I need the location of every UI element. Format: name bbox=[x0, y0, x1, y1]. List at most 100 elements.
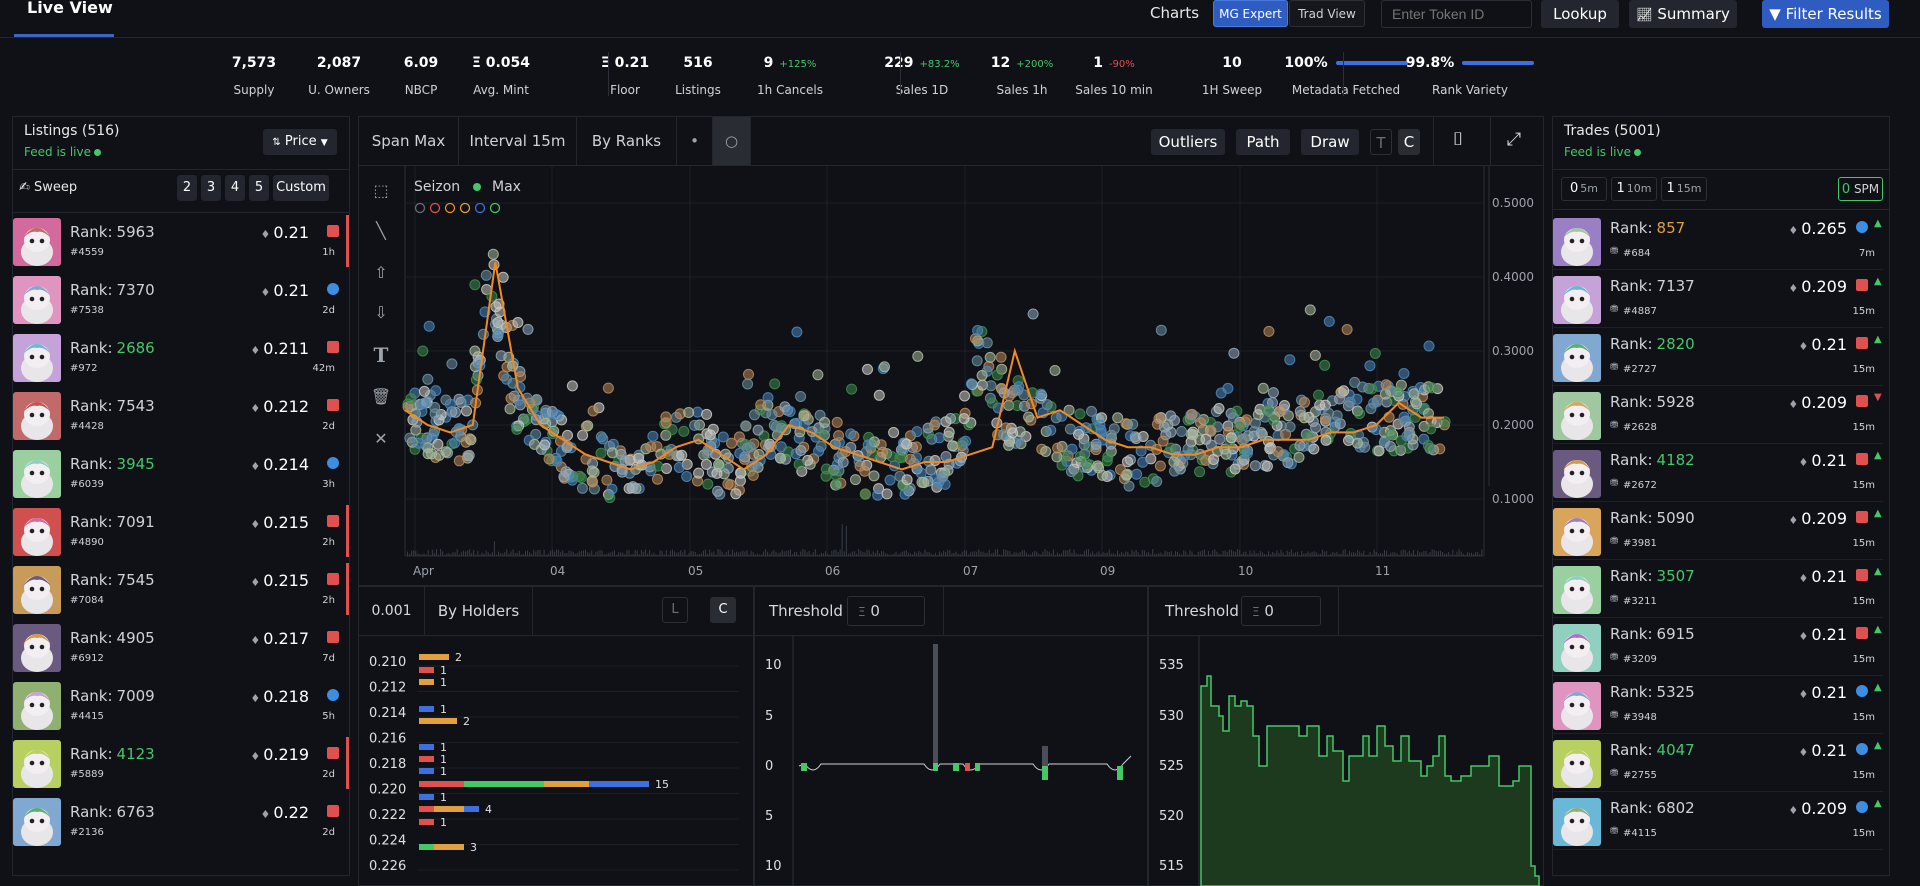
trade-window-5m[interactable]: 0 5m bbox=[1561, 177, 1607, 201]
nft-avatar[interactable] bbox=[1553, 798, 1601, 846]
scatter-point bbox=[1261, 460, 1273, 472]
price-histogram[interactable]: 0.210 0.212 0.214 0.216 0.218 0.220 0.222 0.224… bbox=[359, 636, 753, 886]
spm-badge[interactable]: 0 SPM bbox=[1838, 177, 1883, 201]
by-ranks-button[interactable]: By Ranks bbox=[577, 117, 677, 165]
line-icon[interactable]: ╲ bbox=[376, 221, 386, 240]
t-toggle[interactable]: T bbox=[1370, 129, 1392, 155]
nft-avatar[interactable] bbox=[1553, 334, 1601, 382]
volume-bar bbox=[738, 552, 740, 556]
trade-row[interactable]: Rank: 857 ⛃ #684 ♦ 0.265 ▲ 7m bbox=[1553, 213, 1885, 271]
sweep-option-5[interactable]: 5 bbox=[249, 175, 269, 201]
span-max-button[interactable]: Span Max bbox=[359, 117, 459, 165]
text-icon[interactable]: T bbox=[373, 343, 389, 367]
scatter-point bbox=[1439, 416, 1451, 428]
scatter-plot[interactable]: 0.5000 0.4000 0.3000 0.2000 0.1000 Apr 04 05 06 0… bbox=[359, 166, 1543, 586]
trade-row[interactable]: Rank: 4182 ⛃ #2672 ♦ 0.21 ▲ 15m bbox=[1553, 445, 1885, 503]
nft-avatar[interactable] bbox=[1553, 276, 1601, 324]
dot-mode-button[interactable]: • bbox=[677, 117, 713, 165]
nft-avatar[interactable] bbox=[13, 798, 61, 846]
listing-row[interactable]: Rank: 7370 #7538 ♦ 0.21 2d bbox=[13, 271, 345, 329]
listing-row[interactable]: Rank: 2686 #972 ♦ 0.211 42m bbox=[13, 329, 345, 387]
nft-avatar[interactable] bbox=[1553, 218, 1601, 266]
scatter-point bbox=[413, 437, 425, 449]
trash-icon[interactable]: 🗑︎ bbox=[370, 387, 392, 406]
step-button[interactable]: 0.001 bbox=[359, 587, 425, 635]
listing-row[interactable]: Rank: 5963 #4559 ♦ 0.21 1h bbox=[13, 213, 349, 271]
trade-row[interactable]: Rank: 6915 ⛃ #3209 ♦ 0.21 ▲ 15m bbox=[1553, 619, 1885, 677]
nft-avatar[interactable] bbox=[1553, 740, 1601, 788]
nft-avatar[interactable] bbox=[1553, 392, 1601, 440]
volume-bar bbox=[988, 549, 990, 556]
arrow-down-icon[interactable]: ⇩ bbox=[374, 303, 388, 322]
listing-row[interactable]: Rank: 3945 #6039 ♦ 0.214 3h bbox=[13, 445, 345, 503]
nft-avatar[interactable] bbox=[1553, 566, 1601, 614]
listing-row[interactable]: Rank: 7545 #7084 ♦ 0.215 2h bbox=[13, 561, 349, 619]
listing-row[interactable]: Rank: 7009 #4415 ♦ 0.218 5h bbox=[13, 677, 345, 735]
scatter-point bbox=[1227, 412, 1239, 424]
summary-button[interactable]: 📈︎ Summary bbox=[1629, 0, 1737, 28]
sweep-option-custom[interactable]: Custom bbox=[273, 175, 329, 201]
sweep-option-3[interactable]: 3 bbox=[201, 175, 221, 201]
draw-toggle[interactable]: Draw bbox=[1301, 129, 1359, 155]
volume-bar bbox=[655, 554, 657, 556]
ring-mode-button[interactable]: ○ bbox=[713, 117, 751, 165]
nft-avatar[interactable] bbox=[13, 740, 61, 788]
sweep-option-2[interactable]: 2 bbox=[177, 175, 197, 201]
nft-avatar[interactable] bbox=[13, 218, 61, 266]
listing-row[interactable]: Rank: 7091 #4890 ♦ 0.215 2h bbox=[13, 503, 349, 561]
rect-select-icon[interactable]: ⬚ bbox=[373, 181, 389, 200]
l-toggle[interactable]: L bbox=[662, 597, 688, 623]
sort-price-dropdown[interactable]: ⇅ Price ▼ bbox=[263, 129, 337, 155]
nft-avatar[interactable] bbox=[13, 508, 61, 556]
listing-row[interactable]: Rank: 4905 #6912 ♦ 0.217 7d bbox=[13, 619, 345, 677]
fullscreen-icon[interactable]: ⤢ bbox=[1506, 129, 1522, 150]
camera-icon[interactable]: ⌷ bbox=[1452, 129, 1464, 150]
listing-row[interactable]: Rank: 4123 #5889 ♦ 0.219 2d bbox=[13, 735, 349, 793]
close-icon[interactable]: ✕ bbox=[374, 429, 388, 448]
nft-avatar[interactable] bbox=[13, 566, 61, 614]
nft-avatar[interactable] bbox=[1553, 624, 1601, 672]
c-toggle-bottom[interactable]: C bbox=[710, 597, 736, 623]
trade-row[interactable]: Rank: 7137 ⛃ #4887 ♦ 0.209 ▲ 15m bbox=[1553, 271, 1885, 329]
trade-row[interactable]: Rank: 2820 ⛃ #2727 ♦ 0.21 ▲ 15m bbox=[1553, 329, 1885, 387]
volume-bar bbox=[618, 552, 620, 556]
nft-avatar[interactable] bbox=[13, 334, 61, 382]
trade-window-15m[interactable]: 1 15m bbox=[1661, 177, 1707, 201]
by-holders-button[interactable]: By Holders bbox=[425, 587, 533, 635]
page-title[interactable]: Live View bbox=[27, 0, 113, 17]
nft-avatar[interactable] bbox=[1553, 450, 1601, 498]
sweep-button[interactable]: ✍ Sweep bbox=[19, 180, 77, 195]
token-id-input[interactable] bbox=[1381, 0, 1532, 28]
trad-view-button[interactable]: Trad View bbox=[1289, 0, 1365, 27]
trade-row[interactable]: Rank: 5090 ⛃ #3981 ♦ 0.209 ▲ 15m bbox=[1553, 503, 1885, 561]
filter-results-button[interactable]: ▼ Filter Results bbox=[1762, 0, 1889, 28]
nft-avatar[interactable] bbox=[1553, 508, 1601, 556]
nft-avatar[interactable] bbox=[1553, 682, 1601, 730]
trade-window-10m[interactable]: 1 10m bbox=[1611, 177, 1657, 201]
trade-row[interactable]: Rank: 5928 ⛃ #2628 ♦ 0.209 ▼ 15m bbox=[1553, 387, 1885, 445]
arrow-up-icon[interactable]: ⇧ bbox=[374, 263, 388, 282]
nft-avatar[interactable] bbox=[13, 450, 61, 498]
nft-avatar[interactable] bbox=[13, 276, 61, 324]
broom-icon: ✍ bbox=[19, 180, 30, 195]
trade-row[interactable]: Rank: 4047 ⛃ #2755 ♦ 0.21 ▲ 15m bbox=[1553, 735, 1885, 793]
nft-avatar[interactable] bbox=[13, 682, 61, 730]
c-toggle[interactable]: C bbox=[1398, 129, 1420, 155]
nft-avatar[interactable] bbox=[13, 392, 61, 440]
mg-expert-button[interactable]: MG Expert bbox=[1213, 0, 1288, 27]
outliers-toggle[interactable]: Outliers bbox=[1151, 129, 1225, 155]
interval-button[interactable]: Interval 15m bbox=[459, 117, 577, 165]
path-toggle[interactable]: Path bbox=[1236, 129, 1290, 155]
trade-row[interactable]: Rank: 3507 ⛃ #3211 ♦ 0.21 ▲ 15m bbox=[1553, 561, 1885, 619]
listing-row[interactable]: Rank: 6763 #2136 ♦ 0.22 2d bbox=[13, 793, 345, 851]
sweep-option-4[interactable]: 4 bbox=[225, 175, 245, 201]
nft-avatar[interactable] bbox=[13, 624, 61, 672]
threshold2-input[interactable]: Ξ 0 bbox=[1241, 596, 1321, 626]
trade-row[interactable]: Rank: 5325 ⛃ #3948 ♦ 0.21 ▲ 15m bbox=[1553, 677, 1885, 735]
trade-row[interactable]: Rank: 6802 ⛃ #4115 ♦ 0.209 ▲ 15m bbox=[1553, 793, 1885, 851]
lookup-button[interactable]: Lookup bbox=[1541, 0, 1619, 28]
listing-row[interactable]: Rank: 7543 #4428 ♦ 0.212 2d bbox=[13, 387, 345, 445]
threshold-input[interactable]: Ξ 0 bbox=[847, 596, 925, 626]
